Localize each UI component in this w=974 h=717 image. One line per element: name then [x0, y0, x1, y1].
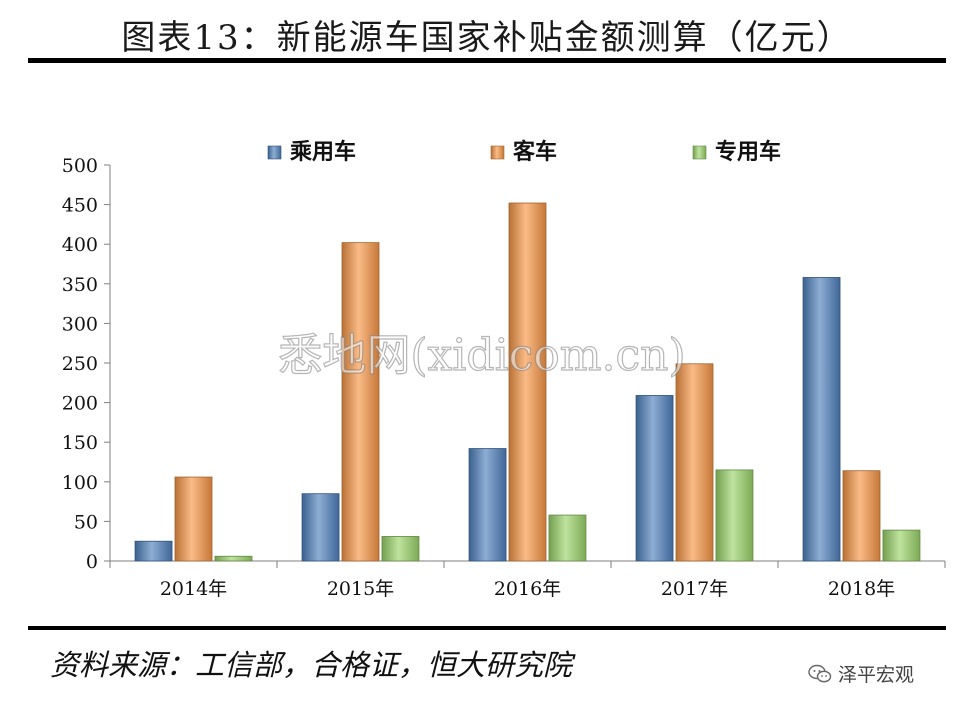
x-tick-label: 2014年: [160, 578, 227, 600]
footer-divider: [28, 626, 946, 630]
y-tick-label: 450: [62, 195, 98, 217]
wechat-icon: [808, 664, 832, 682]
bar-专用车-2015年: [381, 536, 420, 562]
legend-label: 乘用车: [289, 139, 356, 165]
bar-chart: 乘用车 客车 专用车 050100150200250300350400450500 …: [62, 139, 946, 600]
bar-乘用车-2015年: [301, 493, 340, 562]
legend-label: 客车: [513, 139, 557, 165]
legend-swatch: [267, 145, 282, 160]
x-tick-label: 2017年: [661, 578, 728, 600]
brand-mark: 泽平宏观: [808, 660, 914, 687]
x-tick-label: 2015年: [327, 578, 394, 600]
y-tick-label: 100: [62, 472, 98, 494]
x-tick-label: 2018年: [828, 578, 895, 600]
y-tick-label: 350: [62, 274, 98, 296]
title-divider: [28, 58, 946, 63]
y-tick-label: 200: [62, 393, 98, 415]
x-axis: 2014年 2015年 2016年 2017年 2018年: [109, 560, 946, 600]
bar-乘用车-2016年: [468, 448, 507, 562]
legend-swatch: [490, 145, 505, 160]
legend: 乘用车 客车 专用车: [267, 139, 781, 165]
bars: [134, 202, 921, 562]
y-tick-label: 150: [62, 432, 98, 454]
watermark-layer: 悉地网(xidicom.cn): [278, 329, 686, 381]
y-tick-label: 250: [62, 353, 98, 375]
chart-title: 图表13：新能源车国家补贴金额测算（亿元）: [121, 18, 853, 58]
bar-客车-2018年: [842, 470, 881, 562]
legend-swatch: [692, 145, 707, 160]
brand-name: 泽平宏观: [838, 664, 915, 686]
y-axis: 0 50 100 150 200 250 300 350 400 450 500: [62, 155, 111, 573]
bar-客车-2017年: [675, 363, 714, 562]
bar-乘用车-2018年: [802, 277, 841, 562]
y-tick-label: 500: [62, 155, 98, 177]
y-tick-label: 0: [86, 551, 98, 573]
bar-客车-2015年: [341, 242, 380, 562]
watermark-text: 悉地网(xidicom.cn): [278, 330, 685, 381]
bar-乘用车-2017年: [635, 395, 674, 562]
bar-客车-2016年: [508, 202, 547, 562]
source-note: 资料来源：工信部，合格证，恒大研究院: [50, 648, 573, 682]
bar-乘用车-2014年: [134, 540, 173, 562]
y-tick-label: 400: [62, 234, 98, 256]
bar-专用车-2016年: [548, 514, 587, 562]
bar-专用车-2014年: [214, 555, 253, 562]
x-tick-label: 2016年: [494, 578, 561, 600]
bar-客车-2014年: [174, 476, 213, 562]
y-tick-label: 300: [62, 313, 98, 335]
legend-label: 专用车: [715, 139, 781, 165]
y-tick-label: 50: [74, 511, 98, 533]
bar-专用车-2018年: [882, 529, 921, 562]
bar-专用车-2017年: [715, 469, 754, 562]
